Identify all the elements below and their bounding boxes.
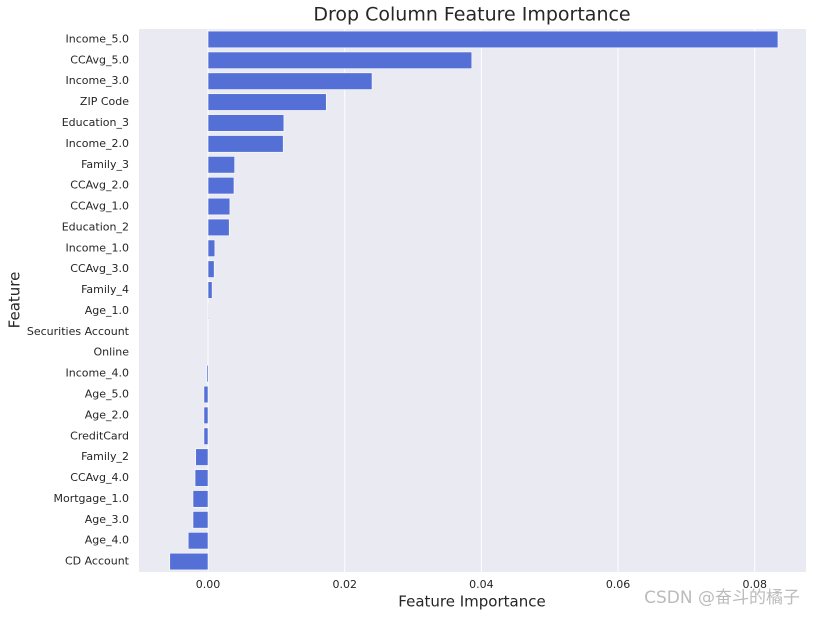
y-tick-label: Age_4.0 <box>85 534 129 547</box>
bar <box>207 281 213 299</box>
y-tick-label: Age_2.0 <box>85 408 129 421</box>
bar <box>187 532 209 550</box>
x-tick-label: 0.00 <box>196 578 221 591</box>
y-tick-label: Family_4 <box>81 283 129 296</box>
bar <box>207 135 284 153</box>
y-tick-label: CCAvg_2.0 <box>70 179 129 192</box>
y-tick-label: Age_1.0 <box>85 304 129 317</box>
bar <box>207 197 231 216</box>
bar <box>207 176 235 195</box>
bar <box>207 30 779 49</box>
y-tick-label: Securities Account <box>27 325 130 338</box>
bar <box>206 364 209 383</box>
y-tick-label: Income_1.0 <box>66 241 129 254</box>
x-tick-label: 0.02 <box>332 578 357 591</box>
y-tick-label: CreditCard <box>70 429 129 442</box>
chart-title: Drop Column Feature Importance <box>313 4 630 26</box>
y-tick-label: CCAvg_1.0 <box>70 200 129 213</box>
bar <box>203 427 209 445</box>
bar <box>194 469 209 487</box>
y-tick-label: Income_3.0 <box>66 74 129 87</box>
x-tick-label: 0.04 <box>469 578 494 591</box>
bar <box>207 218 230 237</box>
bar <box>207 156 235 174</box>
x-tick-label: 0.06 <box>606 578 631 591</box>
x-tick-label: 0.08 <box>742 578 767 591</box>
y-tick-label: Mortgage_1.0 <box>53 492 129 505</box>
y-tick-label: Online <box>94 346 130 359</box>
y-tick-label: Income_2.0 <box>66 137 129 150</box>
y-tick-label: Family_3 <box>81 158 129 171</box>
y-tick-label: Education_2 <box>62 220 129 233</box>
y-tick-label: Education_3 <box>62 116 129 129</box>
y-tick-label: CCAvg_3.0 <box>70 262 129 275</box>
y-tick-label: CCAvg_4.0 <box>70 471 129 484</box>
y-tick-label: CD Account <box>65 555 130 568</box>
y-tick-label: Age_5.0 <box>85 387 129 400</box>
bar <box>207 114 285 132</box>
bar <box>207 302 210 320</box>
x-axis-label: Feature Importance <box>398 593 545 611</box>
bar <box>203 406 209 425</box>
watermark: CSDN @奋斗的橘子 <box>644 588 800 608</box>
bar <box>207 72 373 90</box>
bar <box>207 239 216 257</box>
bar <box>207 93 327 111</box>
y-tick-label: Income_4.0 <box>66 367 129 380</box>
bar <box>207 260 215 278</box>
bar <box>192 511 209 529</box>
y-tick-label: Family_2 <box>81 450 129 463</box>
y-axis-label: Feature <box>6 272 24 329</box>
y-tick-label: ZIP Code <box>80 95 129 108</box>
bar <box>169 552 209 571</box>
bar <box>195 448 209 466</box>
bar <box>203 385 209 404</box>
y-tick-label: Age_3.0 <box>85 513 129 526</box>
bar <box>207 51 473 69</box>
bar <box>192 490 209 508</box>
y-tick-label: CCAvg_5.0 <box>70 53 129 66</box>
y-tick-label: Income_5.0 <box>66 32 129 45</box>
